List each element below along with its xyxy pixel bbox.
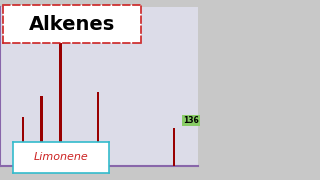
Text: 136: 136 xyxy=(183,116,199,125)
Bar xyxy=(59,39,61,166)
Bar xyxy=(40,96,43,166)
Text: Alkenes: Alkenes xyxy=(29,15,115,34)
Bar xyxy=(0,7,198,166)
Bar xyxy=(21,117,24,166)
Text: Limonene: Limonene xyxy=(33,152,88,163)
Bar xyxy=(97,92,100,166)
Text: 68: 68 xyxy=(47,26,57,35)
Bar xyxy=(173,128,175,166)
